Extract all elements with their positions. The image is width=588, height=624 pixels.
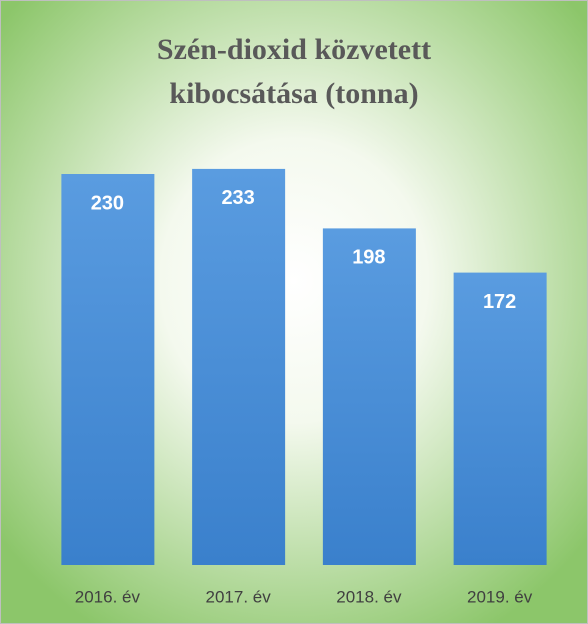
- bar: [61, 174, 155, 565]
- bar: [453, 272, 547, 565]
- data-label: 198: [352, 247, 385, 269]
- x-tick-label: 2017. év: [206, 587, 272, 606]
- bar: [192, 168, 286, 565]
- x-tick-label: 2016. év: [75, 587, 141, 606]
- x-tick-label: 2019. év: [467, 587, 533, 606]
- data-label: 172: [483, 291, 516, 313]
- data-label: 233: [221, 187, 254, 209]
- x-tick-label: 2018. év: [336, 587, 402, 606]
- data-label: 230: [91, 192, 124, 214]
- chart-title: Szén-dioxid közvetett kibocsátása (tonna…: [156, 33, 432, 110]
- bar: [322, 228, 416, 565]
